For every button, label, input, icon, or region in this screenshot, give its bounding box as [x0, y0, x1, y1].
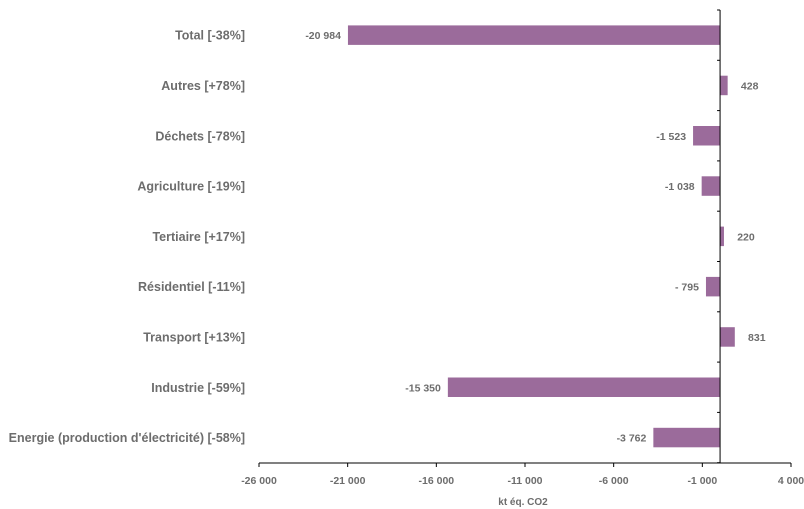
category-label: Tertiaire [+17%] [152, 230, 245, 244]
bar [720, 327, 735, 347]
data-label: 220 [737, 231, 755, 243]
category-label: Total [-38%] [175, 29, 245, 43]
x-tick-label: -6 000 [599, 475, 629, 487]
category-label: Autres [+78%] [161, 79, 245, 93]
bar [720, 226, 724, 247]
category-label: Déchets [-78%] [155, 129, 245, 143]
bar [705, 276, 721, 297]
category-label: Energie (production d'électricité) [-58%… [9, 431, 245, 445]
bar [701, 176, 721, 196]
bar [347, 25, 721, 45]
data-label: 831 [748, 332, 766, 344]
bar [653, 427, 721, 448]
data-label: - 795 [675, 282, 699, 294]
data-label: -20 984 [305, 30, 341, 42]
category-label: Industrie [-59%] [151, 381, 245, 395]
x-tick-label: -1 000 [687, 475, 717, 487]
value-labels-group: -20 984 428 -1 523 -1 038 220 - 795 831 -15 350… [305, 30, 765, 444]
bar [693, 126, 721, 146]
category-label: Transport [+13%] [143, 330, 245, 344]
bars-group [347, 25, 735, 448]
category-labels-group: Total [-38%] Autres [+78%] Déchets [-78%] A… [9, 29, 245, 445]
bar [447, 377, 721, 397]
data-label: -1 038 [665, 181, 695, 193]
x-tick-label: -26 000 [241, 475, 277, 487]
category-label: Agriculture [-19%] [137, 180, 245, 194]
data-label: 428 [741, 80, 759, 92]
x-tick-label: -16 000 [419, 475, 455, 487]
x-axis-title: kt éq. CO2 [498, 497, 548, 508]
data-label: -1 523 [656, 131, 686, 143]
x-tick-label: -11 000 [507, 475, 542, 487]
data-label: -3 762 [617, 433, 647, 445]
x-tick-label: 4 000 [778, 475, 804, 487]
category-label: Résidentiel [-11%] [138, 280, 245, 294]
bar [720, 75, 728, 96]
x-tick-label: -21 000 [330, 475, 366, 487]
data-label: -15 350 [405, 382, 441, 394]
x-axis: -26 000 -21 000 -16 000 -11 000 -6 000 -1 000… [241, 462, 804, 487]
